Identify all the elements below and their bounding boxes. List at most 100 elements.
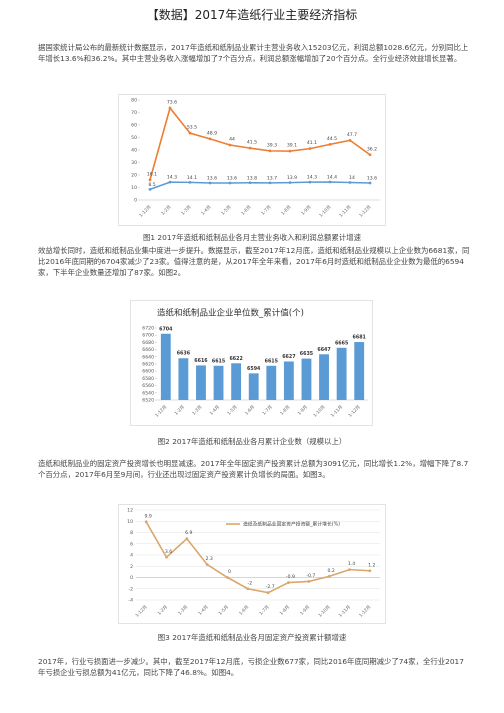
caption: 图3 2017年造纸和纸制品业各月固定资产投资累计额增速 [157,633,347,642]
point [348,181,352,184]
data-label: 6615 [212,358,225,364]
chart-title: 造纸和纸制品业企业单位数_累计值(个) [157,308,304,319]
point [165,555,168,559]
point [268,149,272,153]
data-label: 14.4 [327,175,337,181]
bar [319,354,329,400]
y-tick-label: 40 [131,148,137,154]
data-label: 14.1 [187,175,197,181]
data-label: 6681 [353,335,366,341]
data-label: 47.7 [347,132,357,138]
point [208,137,212,141]
data-label: 39.3 [267,142,277,148]
data-label: 13.6 [227,176,237,182]
data-label: 6636 [177,351,191,357]
data-label: 0.2 [328,568,335,574]
bar [354,342,365,400]
y-tick-label: 70 [131,110,137,116]
data-label: 39.1 [287,143,297,149]
data-label: 13.7 [267,175,277,181]
y-tick-label: 6520 [142,398,154,404]
y-tick-label: 30 [131,160,137,166]
y-tick-label: 2 [130,564,133,570]
data-label: -0.7 [306,573,315,579]
point [328,142,332,146]
y-tick-label: 6600 [142,369,154,375]
data-label: 3.6 [165,549,172,555]
point [228,143,232,147]
y-tick-label: 10 [127,519,133,525]
data-label: 41.5 [247,140,257,146]
point [226,576,229,579]
y-tick-label: 50 [131,135,137,141]
y-tick-label: 8 [130,530,133,536]
point [188,180,192,184]
point [144,520,148,524]
point [287,581,290,584]
point [148,187,152,191]
y-tick-label: 10 [131,185,137,191]
data-label: 73.6 [167,100,177,106]
bar [283,361,294,400]
data-label: 6627 [282,354,295,360]
data-label: -0.9 [286,574,295,580]
point [308,180,312,184]
bar [178,358,189,400]
data-label: 44.5 [327,136,337,142]
data-label: 2.3 [206,556,213,562]
chart: 造纸和纸制品业企业单位数_累计值(个)652065406560658066006… [130,300,373,426]
y-tick-label: -4 [128,598,133,604]
point [205,563,209,566]
data-label: 1.4 [348,561,355,567]
bar [160,333,171,400]
y-tick-label: 80 [131,98,137,104]
data-label: 6704 [159,326,173,332]
data-label: 41.1 [307,140,317,146]
data-label: 13.6 [207,176,217,182]
bar [231,363,242,400]
data-label: 14.3 [307,175,317,181]
legend-label: 造纸及纸制品业固定资产投资额_累计增长(%) [243,521,340,528]
data-label: 6622 [229,356,242,362]
y-tick-label: 60 [131,123,137,129]
data-label: 48.9 [207,130,217,136]
bar [266,365,277,400]
paragraph: 效益增长同时，造纸和纸制品业集中度进一步提升。数据显示，截至2017年12月底，… [38,246,470,277]
data-label: 44 [229,137,235,143]
point [328,180,332,184]
data-label: 6647 [317,347,330,353]
line-series [149,181,371,191]
point [188,131,192,135]
point [268,181,272,185]
point [168,180,172,184]
data-label: 13.9 [287,175,297,181]
point [368,153,372,157]
page-title: 【数据】2017年造纸行业主要经济指标 [146,8,358,22]
y-tick-label: 6580 [142,376,154,382]
paragraph: 据国家统计局公布的最新统计数据显示，2017年造纸和纸制品业累计主营业务收入15… [38,43,469,63]
line-series [145,521,370,594]
y-tick-label: 6540 [142,390,154,396]
y-tick-label: 0 [134,198,137,204]
caption: 图1 2017年造纸和纸制品业各月主营业务收入和利润总额累计增速 [142,233,362,242]
data-label: 16.1 [147,171,157,177]
bar [336,347,347,400]
paragraph: 造纸和纸制品业的固定资产投资增长也明显减速。2017年全年固定资产投资累计总额为… [38,459,469,479]
y-tick-label: 6680 [142,340,154,346]
point [348,568,351,572]
data-label: 13.8 [247,175,257,181]
data-label: 14.3 [167,175,177,181]
point [246,587,250,591]
data-label: 6.9 [185,530,192,536]
point [168,106,172,110]
data-label: 14 [349,175,355,181]
data-label: 9.9 [145,513,152,519]
point [368,569,372,573]
data-label: 1.2 [368,562,375,568]
y-tick-label: 20 [131,173,137,179]
data-label: 13.6 [367,176,377,182]
point [185,537,189,541]
chart-frame [130,300,373,426]
